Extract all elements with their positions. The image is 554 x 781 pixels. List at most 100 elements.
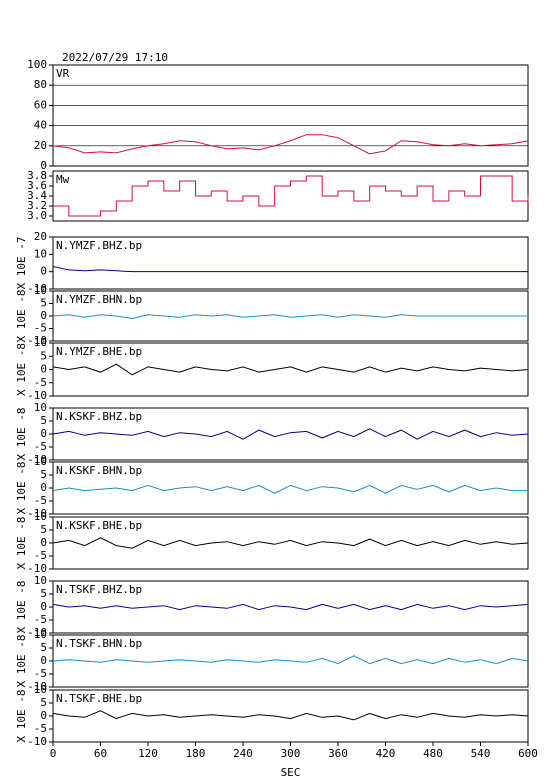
- x-tick-label: 300: [281, 747, 301, 760]
- x-tick-label: 600: [518, 747, 538, 760]
- y-tick-label: 3.0: [27, 209, 47, 222]
- y-tick-label: -10: [27, 626, 47, 639]
- x-tick-label: 420: [376, 747, 396, 760]
- series-line: [52, 428, 529, 440]
- y-tick-label: 60: [34, 98, 47, 111]
- y-tick-label: 10: [34, 574, 47, 587]
- y-tick-label: -5: [34, 549, 47, 562]
- y-tick-label: 5: [40, 297, 47, 310]
- y-tick-label: -5: [34, 322, 47, 335]
- series-line: [53, 175, 529, 217]
- y-tick-label: -10: [27, 562, 47, 575]
- x-tick-label: 240: [233, 747, 253, 760]
- y-tick-label: 5: [40, 641, 47, 654]
- y-tick-label: 3.2: [27, 199, 47, 212]
- x-tick-label: 120: [138, 747, 158, 760]
- x-tick-label: 0: [50, 747, 57, 760]
- series-line: [52, 363, 529, 376]
- y-tick-label: -5: [34, 376, 47, 389]
- y-tick-label: -10: [27, 507, 47, 520]
- y-tick-label: 40: [34, 119, 47, 132]
- y-tick-label: -5: [34, 667, 47, 680]
- y-tick-label: 10: [34, 683, 47, 696]
- y-tick-label: 0: [40, 709, 47, 722]
- y-tick-label: 0: [40, 309, 47, 322]
- x-tick-label: 180: [186, 747, 206, 760]
- series-line: [52, 603, 529, 611]
- y-tick-label: 20: [34, 139, 47, 152]
- panel-label: N.TSKF.BHN.bp: [56, 637, 142, 650]
- series-line: [52, 537, 529, 549]
- y-tick-label: 5: [40, 468, 47, 481]
- y-tick-label: -5: [34, 440, 47, 453]
- series-line: [52, 134, 529, 155]
- y-axis-label: X 10E -8: [15, 517, 28, 570]
- panel-label: N.TSKF.BHZ.bp: [56, 583, 142, 596]
- panel-label: N.KSKF.BHE.bp: [56, 519, 142, 532]
- x-tick-label: 540: [471, 747, 491, 760]
- panel-label: N.TSKF.BHE.bp: [56, 692, 142, 705]
- y-tick-label: 10: [34, 336, 47, 349]
- y-tick-label: 5: [40, 696, 47, 709]
- panel-frame: [52, 170, 529, 222]
- panel-label: N.YMZF.BHN.bp: [56, 293, 142, 306]
- y-tick-label: 10: [34, 284, 47, 297]
- y-tick-label: 3.6: [27, 179, 47, 192]
- y-axis-label: X 10E -8: [15, 635, 28, 688]
- series-line: [52, 265, 528, 273]
- y-tick-label: 0: [40, 536, 47, 549]
- panel-label: VR: [56, 67, 70, 80]
- y-tick-label: 5: [40, 349, 47, 362]
- series-line: [52, 484, 528, 494]
- y-tick-label: 0: [40, 600, 47, 613]
- y-axis-label: X 10E -8: [15, 581, 28, 634]
- y-tick-label: -5: [34, 494, 47, 507]
- y-axis-label: X 10E -7: [15, 237, 28, 290]
- y-axis-label: X 10E -8: [15, 290, 28, 343]
- y-tick-label: -5: [34, 722, 47, 735]
- y-tick-label: -10: [27, 453, 47, 466]
- y-tick-label: -5: [34, 613, 47, 626]
- panel-label: N.YMZF.BHE.bp: [56, 345, 142, 358]
- panel-label: N.KSKF.BHZ.bp: [56, 410, 142, 423]
- x-tick-label: 360: [328, 747, 348, 760]
- y-axis-label: X 10E -8: [15, 462, 28, 515]
- y-tick-label: 0: [40, 427, 47, 440]
- y-tick-label: -10: [27, 389, 47, 402]
- y-tick-label: 0: [40, 654, 47, 667]
- y-tick-label: 10: [34, 401, 47, 414]
- x-tick-label: 60: [94, 747, 107, 760]
- y-tick-label: 10: [34, 628, 47, 641]
- panel-label: N.KSKF.BHN.bp: [56, 464, 142, 477]
- y-tick-label: 10: [34, 247, 47, 260]
- y-axis-label: X 10E -8: [15, 343, 28, 396]
- y-tick-label: 0: [40, 159, 47, 172]
- y-tick-label: 0: [40, 363, 47, 376]
- chart-title: 2022/07/29 17:10: [62, 51, 168, 64]
- y-tick-label: 20: [34, 230, 47, 243]
- x-axis-label: SEC: [281, 766, 301, 779]
- y-axis-label: X 10E -8: [15, 690, 28, 743]
- y-tick-label: 100: [27, 58, 47, 71]
- y-tick-label: 10: [34, 510, 47, 523]
- y-tick-label: 5: [40, 587, 47, 600]
- y-tick-label: 0: [40, 265, 47, 278]
- panel-label: N.YMZF.BHZ.bp: [56, 239, 142, 252]
- y-tick-label: -10: [27, 282, 47, 295]
- y-tick-label: -10: [27, 735, 47, 748]
- series-line: [52, 710, 529, 721]
- y-tick-label: 3.4: [27, 189, 47, 202]
- y-tick-label: 5: [40, 523, 47, 536]
- y-axis-label: X 10E -8: [15, 408, 28, 461]
- y-tick-label: 10: [34, 455, 47, 468]
- y-tick-label: 0: [40, 481, 47, 494]
- panel-label: Mw: [56, 173, 70, 186]
- series-line: [52, 314, 528, 320]
- y-tick-label: 5: [40, 414, 47, 427]
- y-tick-label: 80: [34, 78, 47, 91]
- y-tick-label: -10: [27, 680, 47, 693]
- y-tick-label: -10: [27, 334, 47, 347]
- x-tick-label: 480: [423, 747, 443, 760]
- panel-frame: [52, 236, 529, 290]
